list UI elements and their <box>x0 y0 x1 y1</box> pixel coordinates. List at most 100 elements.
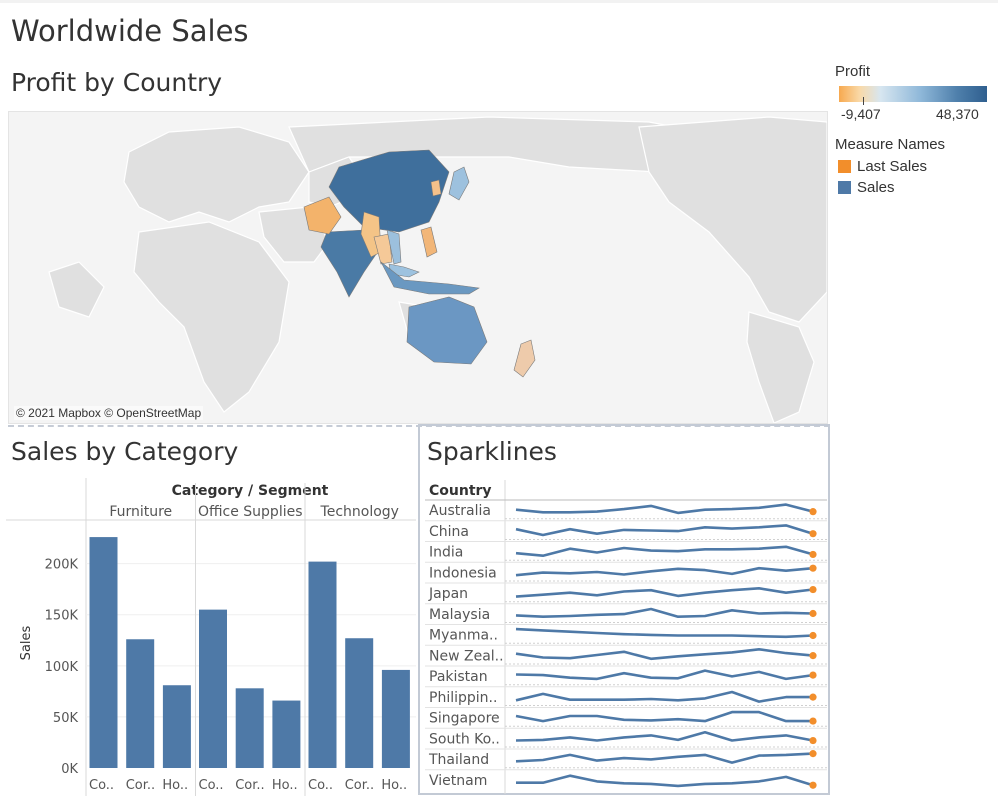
sparkline-pakistan <box>515 669 814 681</box>
sparklines-panel <box>418 424 830 795</box>
profit-zero-tick <box>863 97 864 105</box>
segment-label: Cor.. <box>345 778 374 793</box>
country-thailand <box>373 233 393 265</box>
profit-max-label: 48,370 <box>936 106 979 122</box>
y-tick-label: 100K <box>45 660 79 675</box>
legend-label-last-sales[interactable]: Last Sales <box>857 158 928 175</box>
country-label: Myanma.. <box>429 628 498 644</box>
profit-color-scale <box>839 86 987 102</box>
country-label: Australia <box>429 503 491 519</box>
top-border <box>0 0 998 3</box>
bar <box>308 561 337 768</box>
segment-label: Co.. <box>308 778 333 793</box>
sparklines-title: Sparklines <box>427 437 557 466</box>
country-australia <box>406 296 488 365</box>
category-label: Furniture <box>109 504 172 520</box>
segment-label: Ho.. <box>381 778 407 793</box>
legend-swatch-last-sales[interactable] <box>838 160 851 173</box>
bar <box>126 639 155 768</box>
last-sales-dot <box>809 508 817 516</box>
europe-land <box>123 126 310 223</box>
segment-label: Cor.. <box>235 778 264 793</box>
segment-label: Ho.. <box>272 778 298 793</box>
country-label: Malaysia <box>429 607 490 623</box>
country-china <box>328 149 450 233</box>
country-south-korea <box>430 179 442 197</box>
country-pakistan <box>303 196 342 235</box>
last-sales-dot <box>809 750 817 758</box>
sparklines-chart[interactable]: Country Australia China India Indonesia Japan… <box>420 478 830 798</box>
sparkline-singapore <box>515 710 813 723</box>
sparkline-malaysia <box>515 607 814 618</box>
sparkline-thailand <box>515 752 814 764</box>
country-vietnam <box>386 229 402 265</box>
map-credit: © 2021 Mapbox © OpenStreetMap <box>14 406 204 420</box>
country-label: Thailand <box>428 752 489 768</box>
last-sales-dot <box>809 631 817 640</box>
bar-header-label: Category / Segment <box>172 483 329 499</box>
last-sales-dot <box>809 564 817 572</box>
sparkline-indonesia <box>515 566 814 577</box>
bar <box>345 638 374 768</box>
sparkline-japan <box>515 587 814 598</box>
map-canvas <box>48 116 827 423</box>
legend-swatch-sales[interactable] <box>838 181 851 194</box>
country-label: China <box>429 524 469 540</box>
segment-label: Cor.. <box>126 778 155 793</box>
sparkline-philippin <box>515 690 813 703</box>
country-label: Singapore <box>429 711 500 727</box>
sparkline-myanma <box>515 627 814 639</box>
bar-chart-title: Sales by Category <box>11 437 239 466</box>
bar <box>199 609 227 768</box>
y-tick-label: 150K <box>45 609 79 624</box>
last-sales-dot <box>809 530 817 538</box>
country-label: South Ko.. <box>429 731 500 747</box>
south-america-land <box>746 311 815 423</box>
country-label: Japan <box>428 586 468 602</box>
last-sales-dot <box>809 652 817 660</box>
bar <box>272 700 301 768</box>
africa-land <box>133 221 290 413</box>
segment-label: Co.. <box>199 778 224 793</box>
y-tick-label: 200K <box>45 558 79 573</box>
map-title: Profit by Country <box>11 68 223 97</box>
country-label: Indonesia <box>429 565 497 581</box>
bar <box>162 685 191 768</box>
country-philippines <box>420 226 438 258</box>
profit-map[interactable]: © 2021 Mapbox © OpenStreetMap <box>8 111 828 424</box>
category-label: Technology <box>320 504 399 520</box>
country-new-zealand <box>513 339 536 378</box>
sparkline-newzeal <box>515 648 814 661</box>
last-sales-dot <box>809 550 817 559</box>
dashboard-title: Worldwide Sales <box>11 14 249 48</box>
last-sales-dot <box>809 609 817 618</box>
segment-label: Ho.. <box>162 778 188 793</box>
country-label: Philippin.. <box>429 690 497 706</box>
sparkline-australia <box>515 503 814 515</box>
sparkline-india <box>515 545 814 557</box>
bar <box>235 688 264 768</box>
country-label: New Zeal.. <box>429 648 504 664</box>
last-sales-dot <box>809 671 817 679</box>
country-label: India <box>429 545 463 561</box>
last-sales-dot <box>809 736 817 745</box>
sparkline-southko <box>515 731 814 742</box>
sales-by-category-chart[interactable]: Category / Segment Sales 0K 50K 100K 150K 200K… <box>6 478 416 798</box>
west-africa-edge <box>48 261 105 318</box>
country-japan <box>448 166 470 201</box>
country-label: Pakistan <box>429 669 488 685</box>
sparkline-vietnam <box>516 774 814 788</box>
country-indonesia <box>380 261 480 295</box>
bar <box>381 669 410 768</box>
legend-label-sales[interactable]: Sales <box>857 179 895 196</box>
y-tick-label: 50K <box>53 711 79 726</box>
last-sales-dot <box>809 585 817 594</box>
last-sales-dot <box>809 781 817 789</box>
bar <box>89 537 118 768</box>
category-label: Office Supplies <box>198 504 303 520</box>
country-label: Vietnam <box>429 773 487 789</box>
y-tick-label: 0K <box>61 762 78 777</box>
sparkline-china <box>515 524 814 537</box>
north-america-land <box>638 116 827 323</box>
profit-legend-title: Profit <box>835 63 871 80</box>
